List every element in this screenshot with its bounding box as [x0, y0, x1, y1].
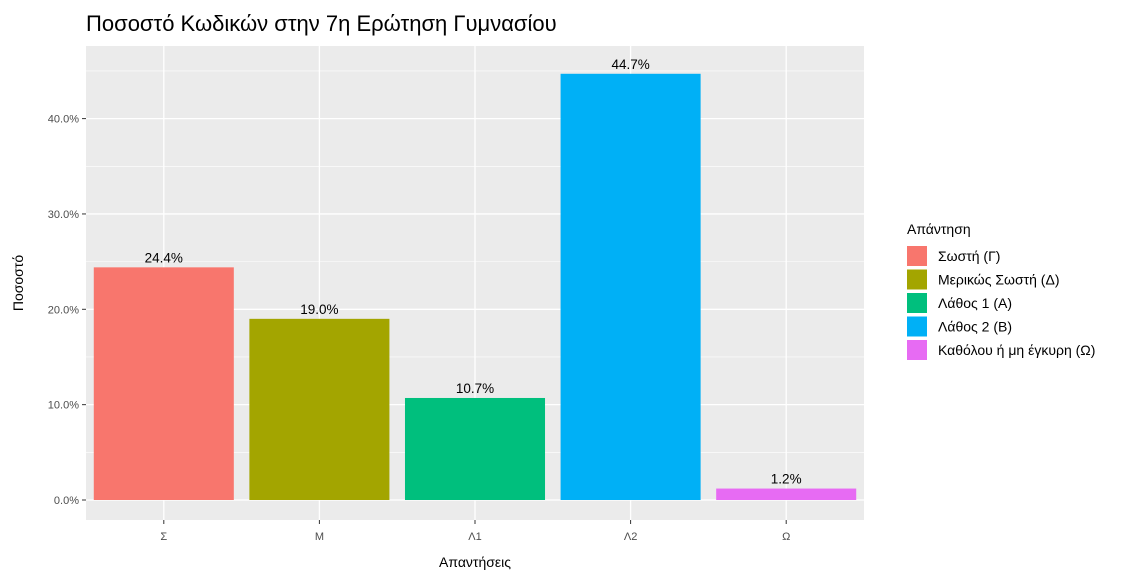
bar-value-label: 10.7% [456, 381, 494, 396]
bar-Λ2 [560, 73, 701, 501]
legend-label: Λάθος 1 (Α) [938, 295, 1012, 311]
legend-label: Λάθος 2 (Β) [938, 319, 1012, 335]
x-tick-label: Ω [782, 531, 790, 543]
x-tick-label: Λ1 [468, 531, 481, 543]
bar-value-labels: 24.4% 19.0% 10.7% 44.7% 1.2% [145, 57, 802, 487]
x-axis-title: Απαντήσεις [439, 554, 511, 570]
y-tick-label: 0.0% [54, 495, 79, 507]
y-axis-ticks: 0.0% 10.0% 20.0% 30.0% 40.0% [48, 114, 86, 507]
legend-label: Μερικώς Σωστή (Δ) [938, 272, 1059, 288]
y-tick-label: 10.0% [48, 400, 79, 412]
x-tick-label: Μ [315, 531, 324, 543]
bar-Μ [249, 318, 390, 500]
x-tick-label: Σ [160, 531, 167, 543]
bar-value-label: 24.4% [145, 250, 183, 265]
bars [93, 73, 857, 501]
bar-Σ [93, 267, 234, 500]
legend: Απάντηση Σωστή (Γ) Μερικώς Σωστή (Δ) Λάθος… [907, 221, 1095, 360]
bar-Ω [716, 488, 857, 500]
chart-title: Ποσοστό Κωδικών στην 7η Ερώτηση Γυμνασίο… [86, 11, 557, 36]
y-tick-label: 20.0% [48, 304, 79, 316]
legend-swatch [907, 293, 927, 313]
legend-swatch [907, 269, 927, 290]
x-axis-ticks: Σ Μ Λ1 Λ2 Ω [160, 520, 790, 543]
legend-swatch [907, 316, 927, 337]
bar-value-label: 1.2% [771, 472, 802, 487]
x-tick-label: Λ2 [624, 531, 637, 543]
y-tick-label: 40.0% [48, 114, 79, 126]
y-tick-label: 30.0% [48, 209, 79, 221]
bar-value-label: 44.7% [611, 57, 649, 72]
legend-title: Απάντηση [907, 221, 971, 237]
legend-label: Καθόλου ή μη έγκυρη (Ω) [938, 342, 1095, 358]
y-axis-title: Ποσοστό [10, 255, 26, 311]
bar-Λ1 [404, 397, 546, 500]
bar-value-label: 19.0% [300, 302, 338, 317]
legend-swatch [907, 246, 927, 266]
legend-swatch [907, 340, 927, 360]
legend-items: Σωστή (Γ) Μερικώς Σωστή (Δ) Λάθος 1 (Α) Λάθ… [907, 246, 1095, 360]
legend-label: Σωστή (Γ) [938, 248, 1000, 264]
